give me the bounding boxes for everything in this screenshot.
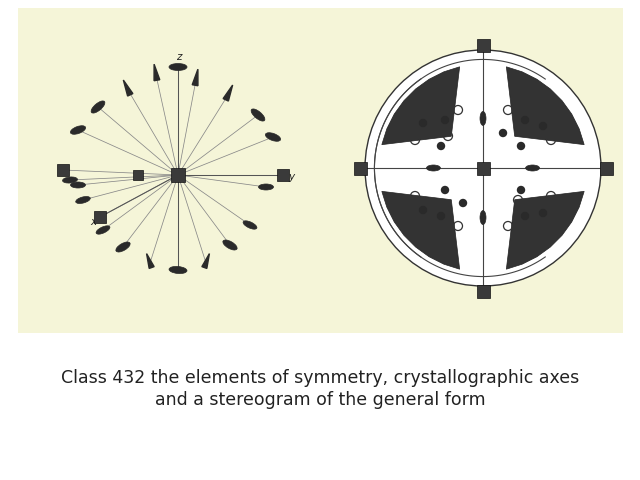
Circle shape [460,200,467,206]
Circle shape [365,50,601,286]
Polygon shape [506,192,584,269]
Text: x: x [90,217,96,227]
Circle shape [540,209,547,216]
Text: y: y [288,172,294,182]
Bar [277,169,289,181]
Bar [477,285,490,298]
Ellipse shape [243,221,257,229]
Ellipse shape [96,226,110,234]
Ellipse shape [169,266,187,274]
Bar [171,168,185,182]
Ellipse shape [91,101,105,113]
Ellipse shape [525,165,540,171]
Polygon shape [124,80,133,96]
Text: and a stereogram of the general form: and a stereogram of the general form [155,391,485,409]
Bar [133,170,143,180]
Polygon shape [223,85,233,101]
Polygon shape [147,253,154,268]
Ellipse shape [266,133,280,141]
Circle shape [438,143,445,149]
Bar [94,211,106,223]
Circle shape [499,130,506,136]
Bar [353,161,367,175]
Ellipse shape [251,109,265,121]
Polygon shape [154,64,160,81]
Circle shape [518,143,525,149]
Ellipse shape [259,184,273,190]
Circle shape [540,122,547,130]
Bar [477,161,490,175]
Ellipse shape [480,111,486,125]
Circle shape [522,117,529,123]
Bar [18,8,623,333]
Circle shape [419,206,426,214]
Ellipse shape [76,196,90,204]
Ellipse shape [480,211,486,225]
Bar [600,161,612,175]
Ellipse shape [63,177,77,183]
Text: z: z [176,52,182,62]
Bar [477,38,490,51]
Circle shape [442,117,449,123]
Circle shape [522,213,529,219]
Ellipse shape [70,126,86,134]
Ellipse shape [223,240,237,250]
Bar [57,164,69,176]
Polygon shape [192,69,198,86]
Ellipse shape [116,242,130,252]
Circle shape [438,213,445,219]
Ellipse shape [70,182,86,188]
Polygon shape [382,67,460,144]
Circle shape [518,187,525,193]
Polygon shape [382,192,460,269]
Ellipse shape [169,63,187,71]
Circle shape [442,187,449,193]
Polygon shape [202,253,209,268]
Ellipse shape [426,165,440,171]
Polygon shape [506,67,584,144]
Text: Class 432 the elements of symmetry, crystallographic axes: Class 432 the elements of symmetry, crys… [61,369,579,387]
Circle shape [419,120,426,127]
